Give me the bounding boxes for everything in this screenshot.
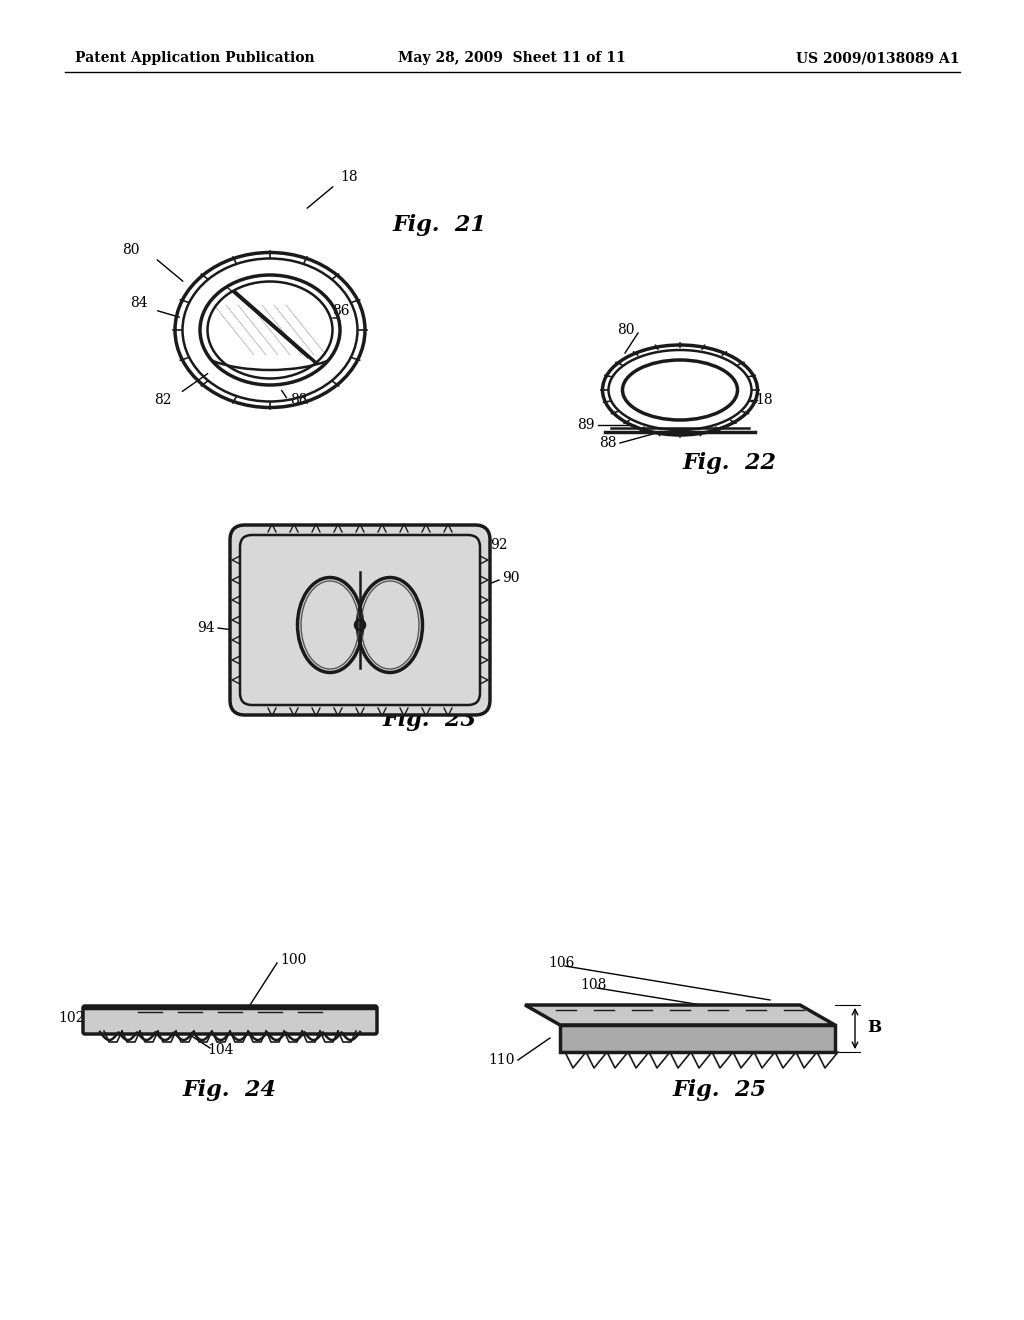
Text: 82: 82	[155, 393, 172, 407]
Text: B: B	[867, 1019, 881, 1036]
Text: 89: 89	[578, 418, 595, 432]
Text: US 2009/0138089 A1: US 2009/0138089 A1	[797, 51, 961, 65]
Text: 80: 80	[617, 323, 635, 337]
Text: 18: 18	[755, 393, 773, 407]
Polygon shape	[560, 1026, 835, 1052]
Text: 106: 106	[548, 956, 574, 970]
Text: 18: 18	[340, 170, 357, 183]
Text: 86: 86	[332, 304, 349, 318]
Text: 102: 102	[58, 1011, 85, 1026]
Polygon shape	[525, 1005, 835, 1026]
Text: Fig.  23: Fig. 23	[383, 709, 477, 731]
Text: 94: 94	[198, 620, 215, 635]
Text: 88: 88	[290, 393, 307, 407]
Text: 104: 104	[207, 1043, 233, 1057]
Text: 100: 100	[280, 953, 306, 968]
Text: May 28, 2009  Sheet 11 of 11: May 28, 2009 Sheet 11 of 11	[398, 51, 626, 65]
Text: 88: 88	[599, 436, 617, 450]
FancyBboxPatch shape	[230, 525, 490, 715]
Text: 80: 80	[123, 243, 140, 257]
Text: 92: 92	[490, 539, 508, 552]
Text: 90: 90	[502, 572, 519, 585]
Text: 108: 108	[580, 978, 606, 993]
Text: 84: 84	[130, 296, 148, 310]
Text: 110: 110	[488, 1053, 515, 1067]
Text: Fig.  25: Fig. 25	[673, 1078, 767, 1101]
Text: Patent Application Publication: Patent Application Publication	[75, 51, 314, 65]
Text: Fig.  22: Fig. 22	[683, 451, 777, 474]
Text: Fig.  21: Fig. 21	[393, 214, 487, 236]
FancyBboxPatch shape	[83, 1006, 377, 1034]
Text: Fig.  24: Fig. 24	[183, 1078, 278, 1101]
